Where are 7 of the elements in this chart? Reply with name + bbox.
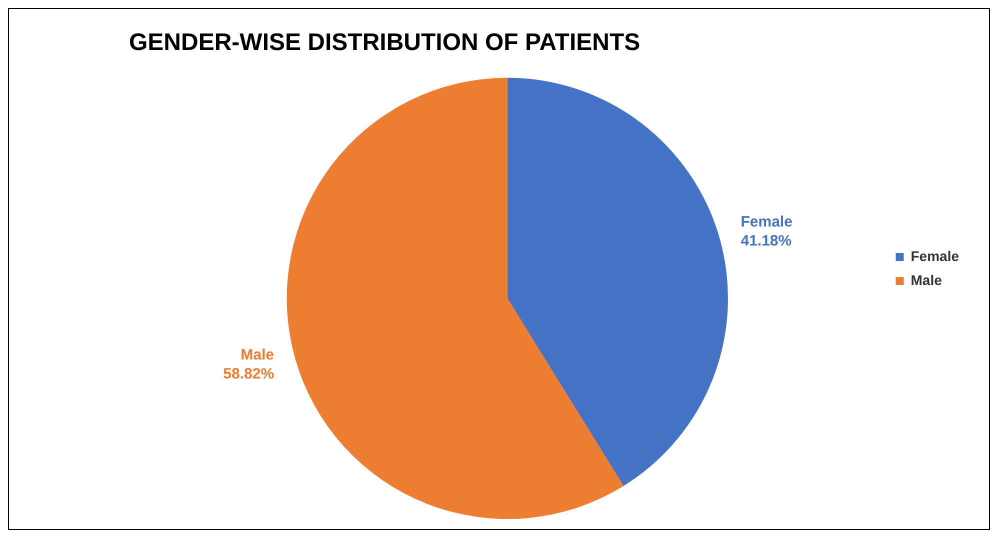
- legend-label: Male: [910, 272, 942, 288]
- data-label: 41.18%: [740, 232, 792, 250]
- slice-label: Female: [740, 214, 792, 231]
- slice-label: Male: [240, 346, 274, 364]
- legend-label: Female: [910, 248, 960, 264]
- chart-title: GENDER-WISE DISTRIBUTION OF PATIENTS: [129, 29, 640, 56]
- data-label: 58.82%: [223, 365, 274, 382]
